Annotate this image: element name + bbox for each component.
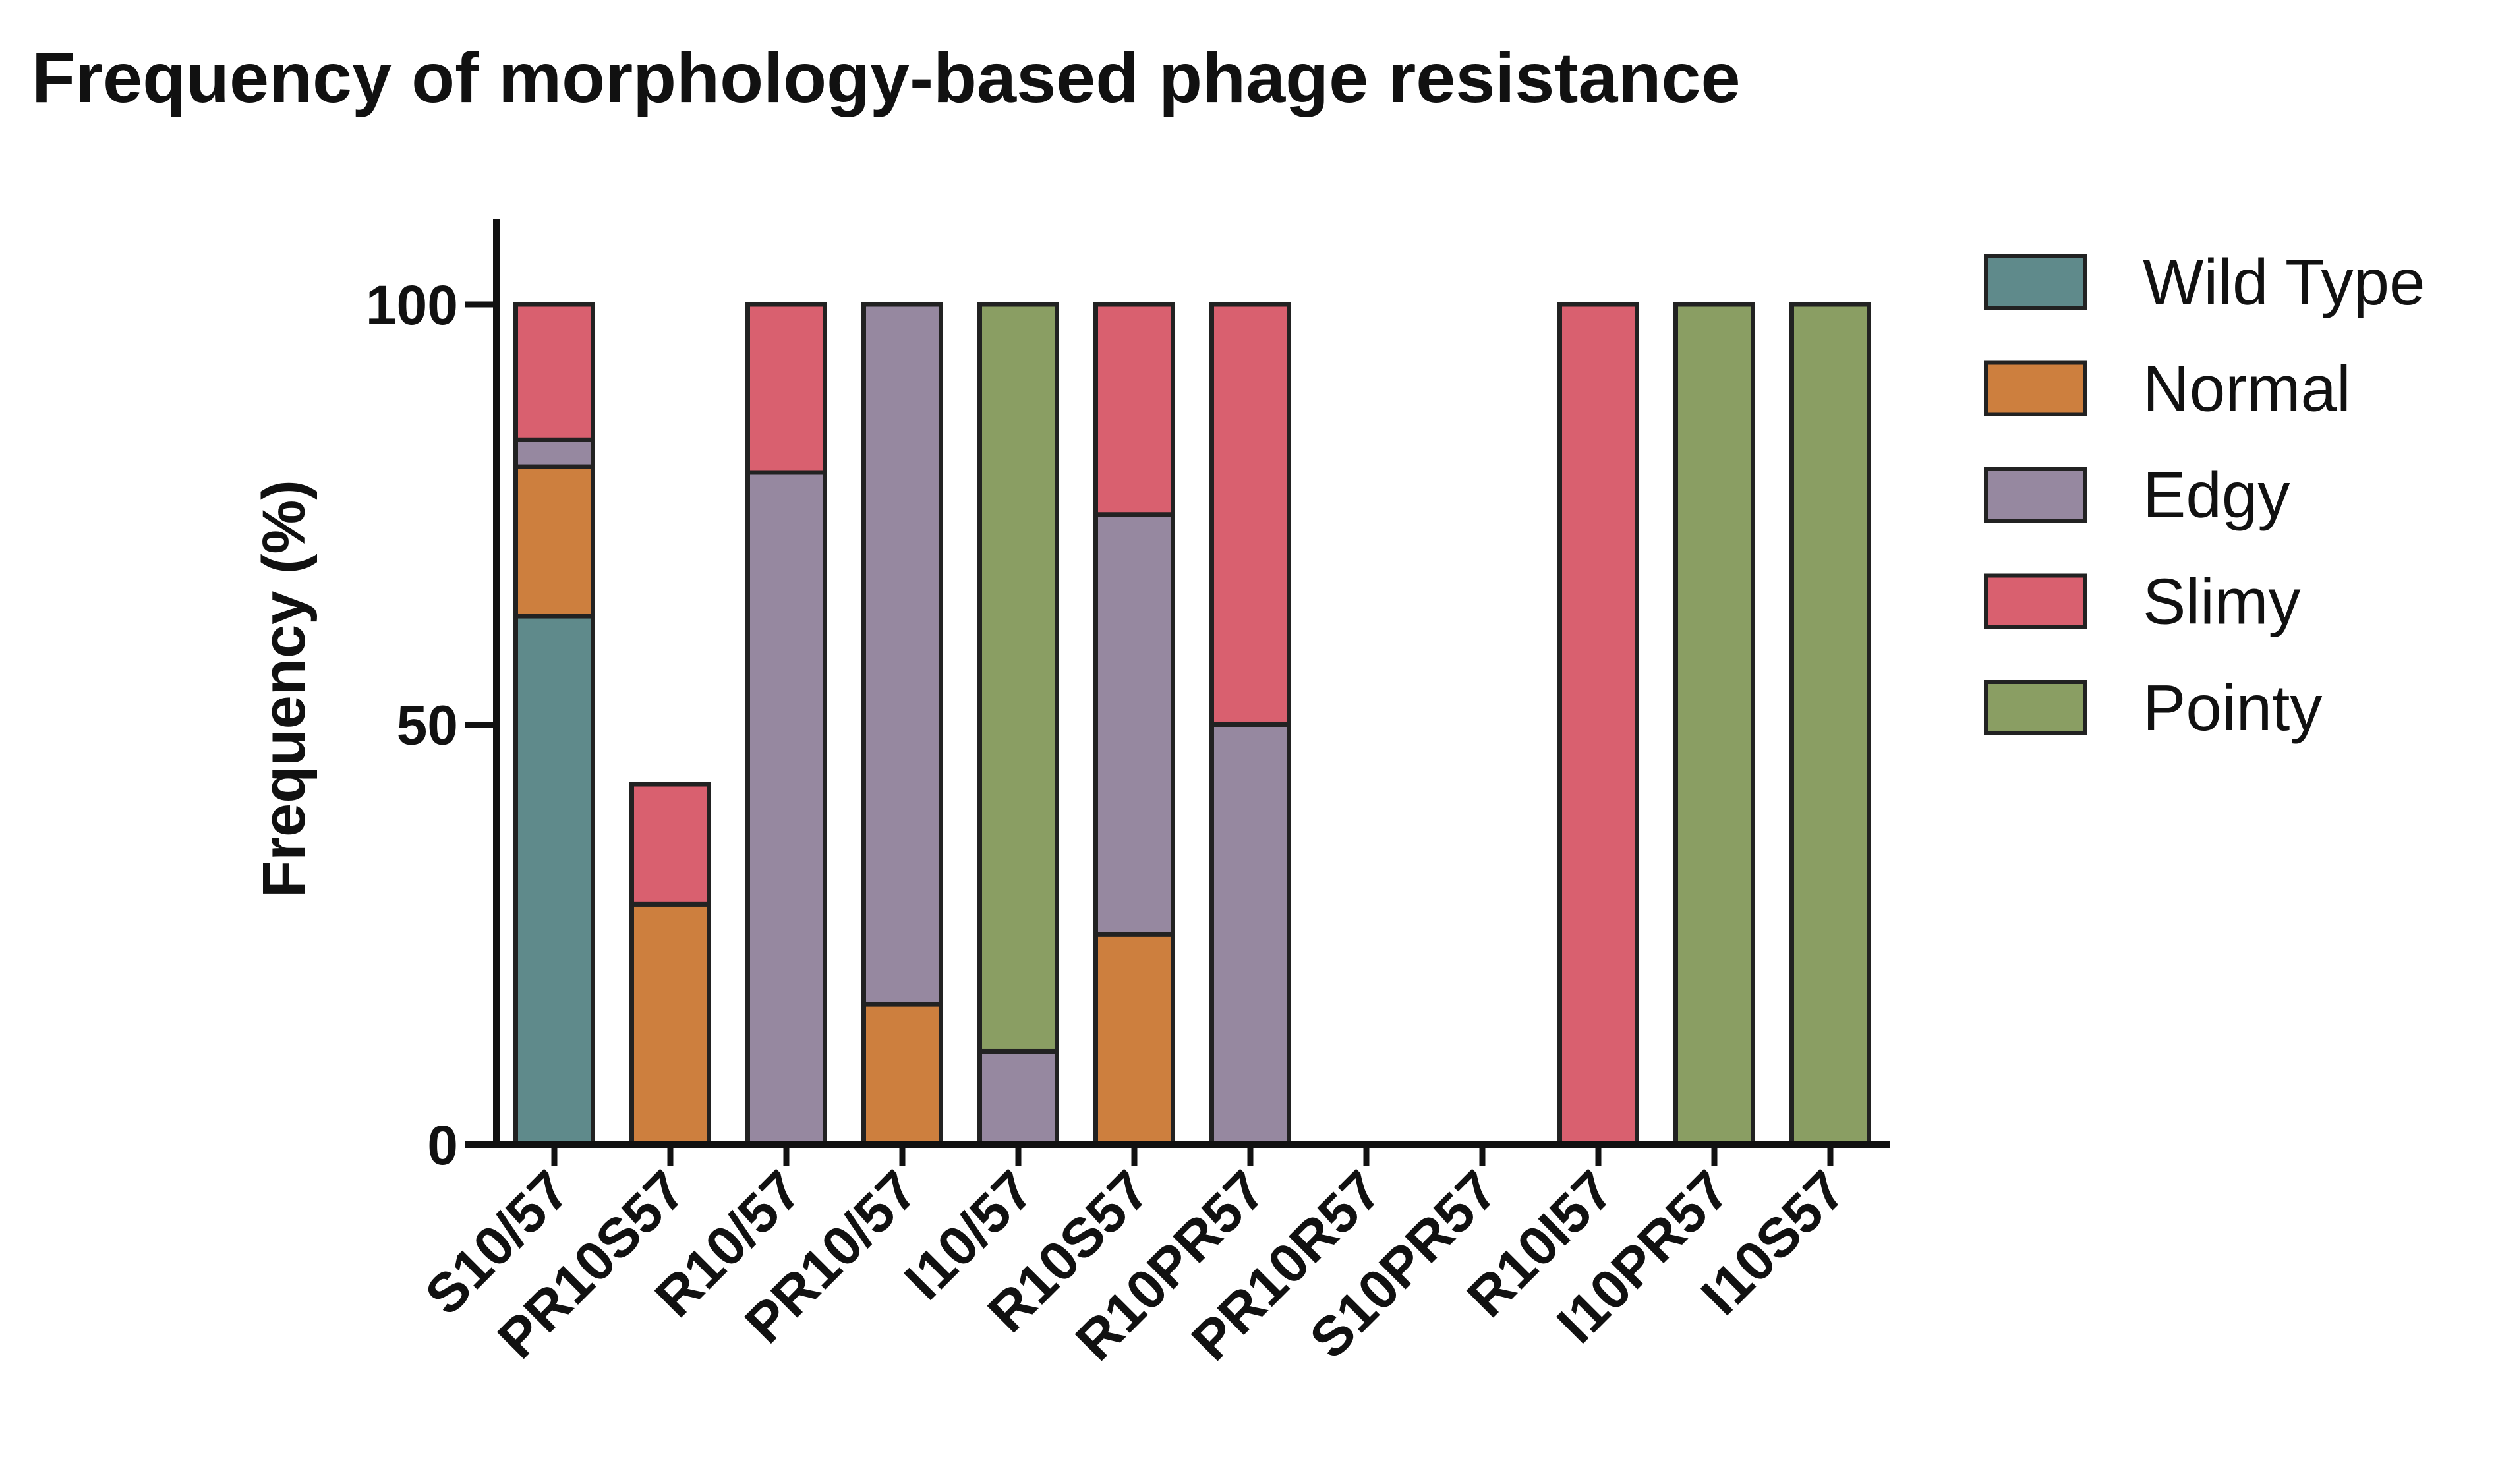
legend-label: Normal xyxy=(2143,353,2351,425)
bar-segment-normal xyxy=(513,464,595,619)
y-tick-label: 100 xyxy=(366,274,458,336)
legend-swatch xyxy=(1984,254,2087,310)
bar-segment-normal xyxy=(1093,932,1175,1147)
y-tick-label: 0 xyxy=(427,1114,458,1176)
bar-segment-slimy xyxy=(513,302,595,442)
legend-swatch xyxy=(1984,680,2087,735)
legend-swatch xyxy=(1984,467,2087,523)
bar-segment-slimy xyxy=(629,782,711,907)
bar-segment-pointy xyxy=(1673,302,1755,1147)
bar-segment-slimy xyxy=(745,302,827,475)
bar-segment-edgy xyxy=(1093,512,1175,937)
legend-label: Edgy xyxy=(2143,459,2290,531)
bar-segment-wild-type xyxy=(513,614,595,1147)
chart-title: Frequency of morphology-based phage resi… xyxy=(32,38,1741,117)
y-tick-label: 50 xyxy=(397,695,458,756)
legend-label: Wild Type xyxy=(2143,246,2425,318)
legend-swatch xyxy=(1984,360,2087,416)
bar-segment-edgy xyxy=(1209,722,1291,1147)
bar-segment-normal xyxy=(861,1002,943,1147)
legend-label: Slimy xyxy=(2143,565,2301,638)
bar-segment-normal xyxy=(629,901,711,1147)
bar-segment-pointy xyxy=(1789,302,1871,1147)
legend-swatch xyxy=(1984,573,2087,629)
bar-segment-pointy xyxy=(977,302,1059,1054)
bar-segment-slimy xyxy=(1557,302,1639,1147)
bar-segment-edgy xyxy=(513,437,595,469)
y-axis-label: Frequency (%) xyxy=(250,480,318,898)
bar-segment-slimy xyxy=(1093,302,1175,517)
bar-segment-edgy xyxy=(745,470,827,1147)
bar-segment-edgy xyxy=(861,302,943,1007)
legend-label: Pointy xyxy=(2143,671,2322,744)
bar-segment-edgy xyxy=(977,1048,1059,1147)
bar-segment-slimy xyxy=(1209,302,1291,727)
